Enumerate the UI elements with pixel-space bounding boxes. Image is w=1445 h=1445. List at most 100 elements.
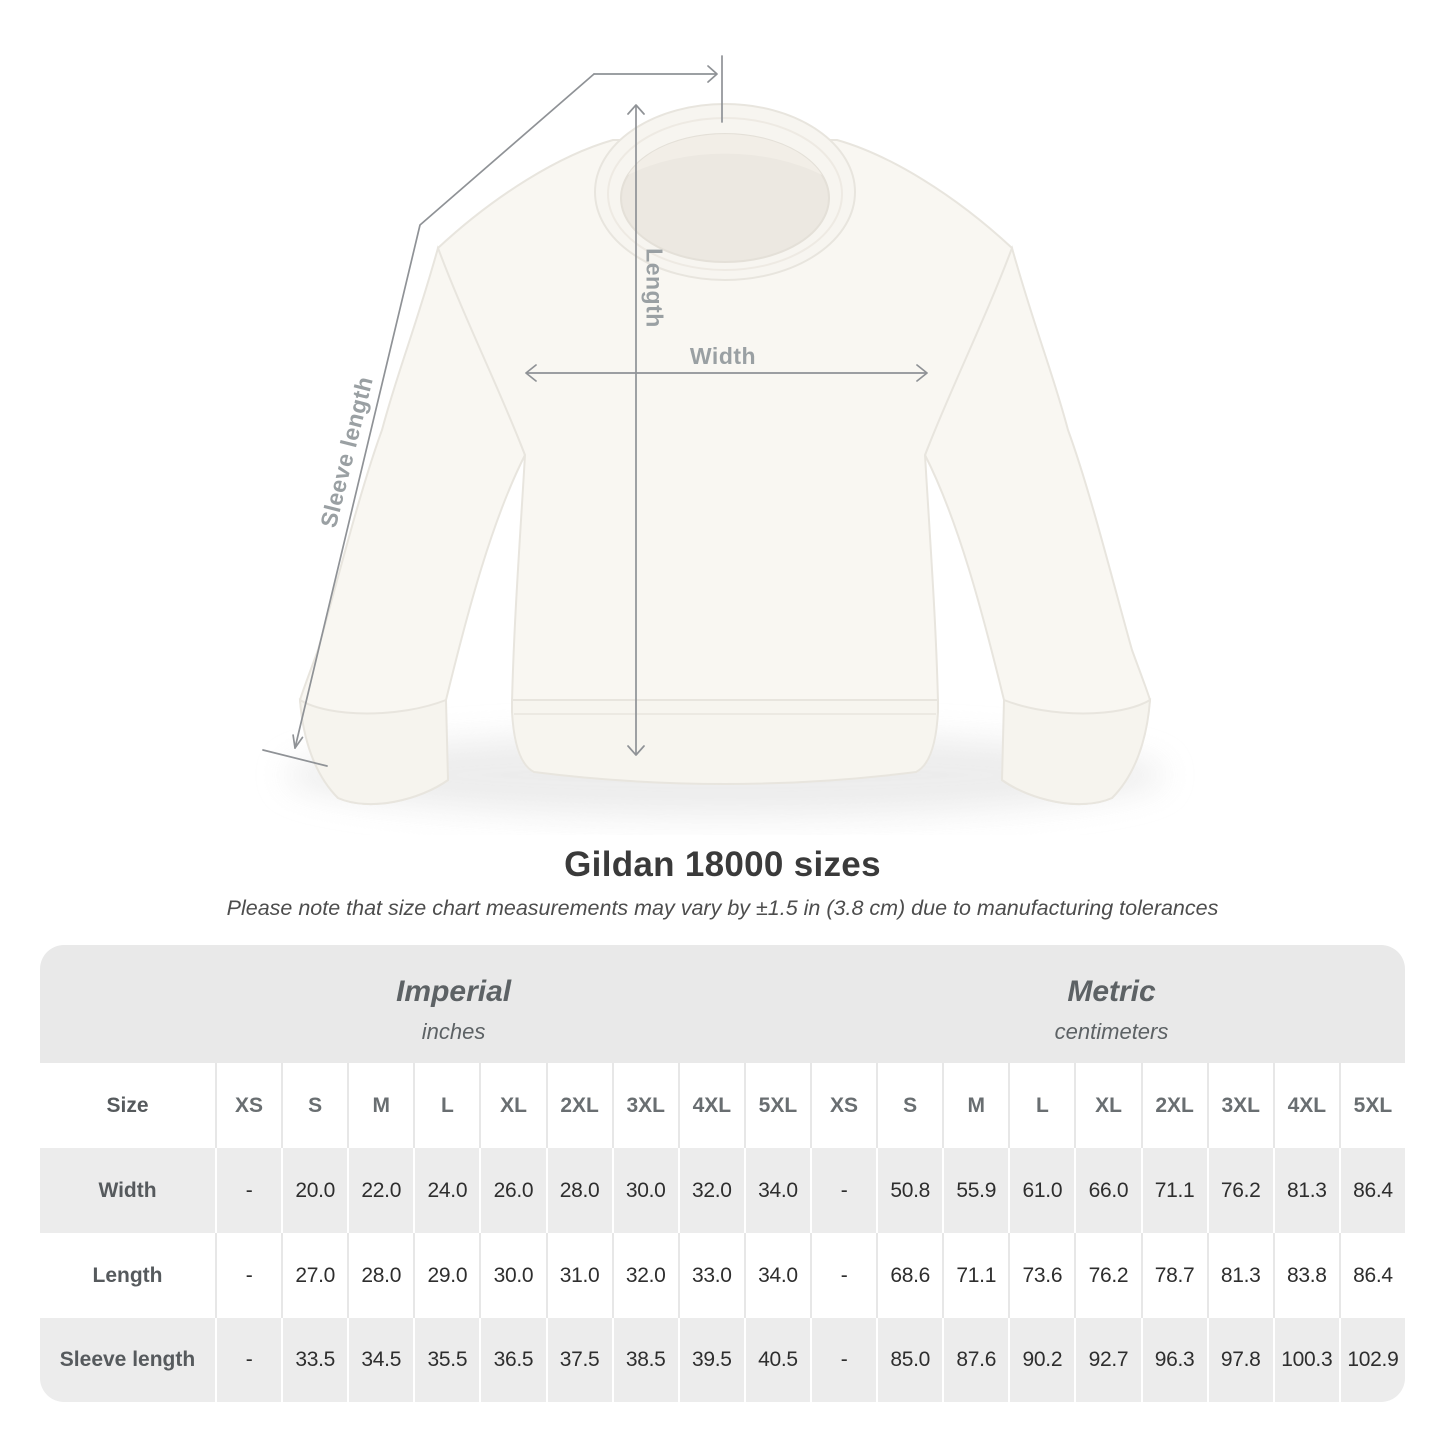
- table-row-width: Width -20.0 22.0 24.0 26.0 28.0 30.0 32.0 34.0-5…: [40, 1148, 1405, 1233]
- measurement-value: 28.0: [545, 1148, 612, 1233]
- imperial-title: Imperial: [396, 975, 512, 1008]
- measurement-value: 32.0: [677, 1148, 744, 1233]
- row-label: Width: [98, 1178, 157, 1202]
- sweatshirt-illustration: [298, 103, 1152, 806]
- size-col-header: XL: [479, 1063, 545, 1148]
- measurement-value: 97.8: [1206, 1318, 1273, 1402]
- measurement-value: 36.5: [479, 1318, 545, 1402]
- measurement-value: -: [810, 1233, 876, 1318]
- inner-back-neck: [628, 134, 822, 175]
- measurement-value: 34.5: [347, 1318, 413, 1402]
- measurement-value: 85.0: [876, 1318, 942, 1402]
- measurement-value: -: [215, 1318, 281, 1402]
- measurement-value: 31.0: [545, 1233, 612, 1318]
- size-col-header: XS: [810, 1063, 876, 1148]
- size-col-header: 3XL: [611, 1063, 678, 1148]
- metric-unit: centimeters: [1054, 1019, 1169, 1044]
- measurement-value: 34.0: [743, 1148, 810, 1233]
- size-col-header: M: [347, 1063, 413, 1148]
- measurement-value: 27.0: [281, 1233, 347, 1318]
- measurement-value: 38.5: [611, 1318, 678, 1402]
- page-title: Gildan 18000 sizes: [564, 845, 881, 884]
- right-cuff: [1000, 698, 1152, 806]
- measurement-value: 37.5: [545, 1318, 612, 1402]
- sleeve-line: [294, 73, 595, 749]
- length-label: Length: [641, 248, 668, 328]
- measurement-value: 30.0: [479, 1233, 545, 1318]
- measurement-value: 28.0: [347, 1233, 413, 1318]
- measurement-value: 35.5: [413, 1318, 479, 1402]
- measurement-value: 87.6: [942, 1318, 1008, 1402]
- size-col-header: M: [942, 1063, 1008, 1148]
- measurement-value: 32.0: [611, 1233, 678, 1318]
- measurement-value: 39.5: [677, 1318, 744, 1402]
- measurement-value: 22.0: [347, 1148, 413, 1233]
- measurement-value: 102.9: [1338, 1318, 1405, 1402]
- measurement-value: -: [215, 1148, 281, 1233]
- measurement-value: 20.0: [281, 1148, 347, 1233]
- cuff-tick: [262, 749, 328, 767]
- size-col-header: S: [281, 1063, 347, 1148]
- measurement-value: 68.6: [876, 1233, 942, 1318]
- measurement-value: 76.2: [1206, 1148, 1273, 1233]
- measurement-value: -: [810, 1318, 876, 1402]
- measurement-value: 96.3: [1140, 1318, 1207, 1402]
- measurement-value: 33.0: [677, 1233, 744, 1318]
- measurement-value: -: [215, 1233, 281, 1318]
- size-col-header: 4XL: [677, 1063, 744, 1148]
- measurement-value: 40.5: [743, 1318, 810, 1402]
- size-header-row: Size XS S M L XL 2XL 3XL 4XL 5XL XS S M L XL 2XL 3XL 4XL…: [40, 1063, 1405, 1148]
- size-col-header: L: [413, 1063, 479, 1148]
- arrow-sleeve-end: [292, 734, 304, 749]
- measurement-value: 83.8: [1272, 1233, 1339, 1318]
- measurement-value: 92.7: [1074, 1318, 1140, 1402]
- measurement-value: 33.5: [281, 1318, 347, 1402]
- measurement-lines: [262, 55, 928, 767]
- unit-header-band: Imperial inches Metric centimeters: [40, 945, 1405, 1063]
- measurement-value: 26.0: [479, 1148, 545, 1233]
- waistband: [511, 699, 939, 785]
- left-cuff: [298, 698, 450, 806]
- measurement-value: 29.0: [413, 1233, 479, 1318]
- neck-opening: [620, 133, 830, 263]
- measurement-value: 76.2: [1074, 1233, 1140, 1318]
- measurement-value: 86.4: [1338, 1233, 1405, 1318]
- size-col-header: XS: [215, 1063, 281, 1148]
- measurement-value: 73.6: [1008, 1233, 1074, 1318]
- measurement-value: 66.0: [1074, 1148, 1140, 1233]
- size-chart-table: Imperial inches Metric centimeters Size …: [40, 945, 1405, 1402]
- size-col-header: 4XL: [1272, 1063, 1339, 1148]
- measurement-value: 100.3: [1272, 1318, 1339, 1402]
- measurement-value: 81.3: [1272, 1148, 1339, 1233]
- table-row-sleeve-length: Sleeve length -33.5 34.5 35.5 36.5 37.5 38.5 39…: [40, 1318, 1405, 1402]
- size-col-header: L: [1008, 1063, 1074, 1148]
- row-label: Length: [92, 1263, 163, 1287]
- measurement-value: 34.0: [743, 1233, 810, 1318]
- measurement-value: 30.0: [611, 1148, 678, 1233]
- size-header-label: Size: [106, 1093, 149, 1117]
- arrow-right-small: [707, 65, 718, 83]
- arrow-left: [525, 364, 537, 382]
- row-label: Sleeve length: [59, 1348, 196, 1371]
- size-col-header: 5XL: [743, 1063, 810, 1148]
- measurement-value: 71.1: [942, 1233, 1008, 1318]
- unit-group-metric: Metric centimeters: [1055, 945, 1169, 1045]
- measurement-value: 86.4: [1338, 1148, 1405, 1233]
- size-col-header: XL: [1074, 1063, 1140, 1148]
- measurement-value: -: [810, 1148, 876, 1233]
- measurement-value: 78.7: [1140, 1233, 1207, 1318]
- imperial-unit: inches: [421, 1019, 486, 1044]
- collar-seam: [607, 117, 843, 271]
- measurement-value: 90.2: [1008, 1318, 1074, 1402]
- measurement-value: 81.3: [1206, 1233, 1273, 1318]
- tolerance-note: Please note that size chart measurements…: [226, 896, 1219, 920]
- size-col-header: 3XL: [1206, 1063, 1273, 1148]
- unit-group-imperial: Imperial inches: [396, 945, 511, 1045]
- metric-title: Metric: [1067, 975, 1156, 1008]
- arrow-down: [627, 745, 645, 756]
- sweatshirt-diagram: [262, 55, 1165, 817]
- measurement-value: 24.0: [413, 1148, 479, 1233]
- size-col-header: S: [876, 1063, 942, 1148]
- measurement-value: 55.9: [942, 1148, 1008, 1233]
